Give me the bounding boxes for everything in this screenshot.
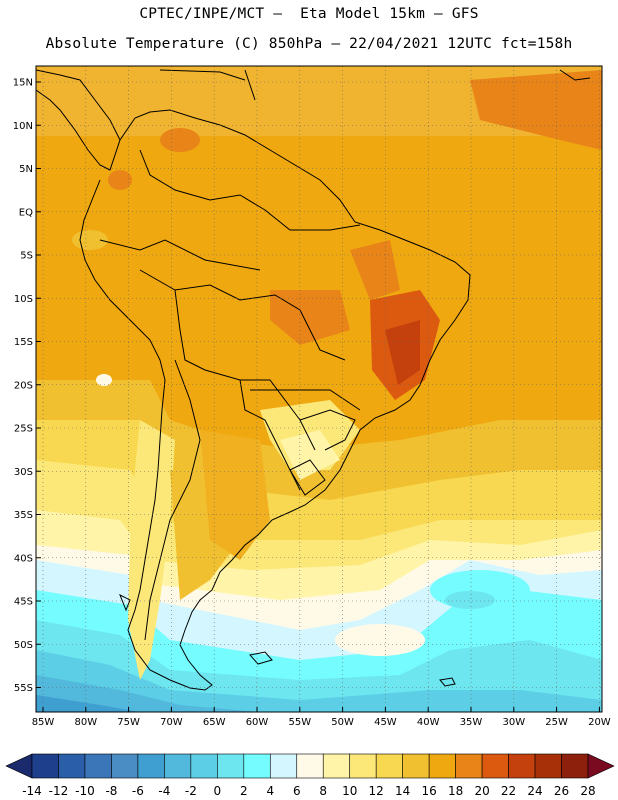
lon-tick-label: 80W bbox=[74, 717, 97, 728]
colorbar-label: -2 bbox=[185, 784, 197, 798]
lon-tick-label: 45W bbox=[374, 717, 397, 728]
colorbar-under-arrow bbox=[5, 753, 33, 779]
colorbar-swatch bbox=[428, 753, 456, 779]
lat-tick-label: 10S bbox=[14, 294, 33, 305]
colorbar-swatch bbox=[375, 753, 403, 779]
latitude-axis: 15N 10N 5N EQ 5S 10S 15S 20S 25S 30S 35S 40S 45S 50S 5… bbox=[13, 78, 41, 694]
colorbar-label: 10 bbox=[342, 784, 357, 798]
lon-tick-label: 60W bbox=[246, 717, 269, 728]
colorbar-swatch bbox=[455, 753, 483, 779]
colorbar-label: -12 bbox=[49, 784, 69, 798]
lon-tick-label: 85W bbox=[32, 717, 55, 728]
lat-tick-label: 10N bbox=[13, 121, 33, 132]
colorbar-swatch bbox=[243, 753, 271, 779]
longitude-axis: 85W 80W 75W 70W 65W 60W 55W 50W 45W 40W 35W 30W 25W 2… bbox=[32, 707, 611, 728]
chart-title: CPTEC/INPE/MCT – Eta Model 15km – GFS bbox=[139, 6, 479, 22]
coastlines bbox=[36, 69, 591, 691]
colorbar-swatch bbox=[217, 753, 245, 779]
lon-tick-label: 25W bbox=[545, 717, 568, 728]
lat-tick-label: 20S bbox=[14, 380, 33, 391]
colorbar-label: 2 bbox=[240, 784, 248, 798]
chart-subtitle: Absolute Temperature (C) 850hPa – 22/04/… bbox=[45, 36, 573, 52]
colorbar-swatch bbox=[164, 753, 192, 779]
colorbar-swatch bbox=[84, 753, 112, 779]
lon-tick-label: 70W bbox=[160, 717, 183, 728]
colorbar-swatch bbox=[534, 753, 562, 779]
lat-tick-label: 30S bbox=[14, 467, 33, 478]
colorbar-label: 18 bbox=[448, 784, 463, 798]
colorbar-label: -14 bbox=[22, 784, 42, 798]
colorbar-label: -8 bbox=[105, 784, 117, 798]
colorbar-label: 24 bbox=[527, 784, 542, 798]
colorbar-label: 12 bbox=[369, 784, 384, 798]
lat-tick-label: 55S bbox=[14, 683, 33, 694]
colorbar-swatch bbox=[349, 753, 377, 779]
lon-tick-label: 40W bbox=[417, 717, 440, 728]
lat-tick-label: 45S bbox=[14, 597, 33, 608]
lat-tick-label: 15S bbox=[14, 337, 33, 348]
colorbar-label: 8 bbox=[319, 784, 327, 798]
lon-tick-label: 30W bbox=[502, 717, 525, 728]
lat-tick-label: 25S bbox=[14, 424, 33, 435]
colorbar-label: 14 bbox=[395, 784, 410, 798]
colorbar-swatch bbox=[508, 753, 536, 779]
temperature-field bbox=[36, 66, 602, 712]
colorbar-swatch bbox=[322, 753, 351, 779]
colorbar: -14 -12 -10 -8 -6 -4 -2 0 2 4 6 8 10 12 14 16 18 20 22 24 26… bbox=[5, 753, 615, 798]
colorbar-swatch bbox=[58, 753, 86, 779]
lon-tick-label: 50W bbox=[331, 717, 354, 728]
colorbar-label: 28 bbox=[580, 784, 595, 798]
colorbar-swatch bbox=[31, 753, 59, 779]
colorbar-swatch bbox=[561, 753, 589, 779]
colorbar-swatch bbox=[137, 753, 165, 779]
colorbar-label: 22 bbox=[501, 784, 516, 798]
lat-tick-label: EQ bbox=[19, 207, 33, 218]
colorbar-swatch bbox=[190, 753, 218, 779]
lon-tick-label: 75W bbox=[117, 717, 140, 728]
lat-tick-label: 35S bbox=[14, 510, 33, 521]
colorbar-label: 4 bbox=[266, 784, 274, 798]
lon-tick-label: 55W bbox=[288, 717, 311, 728]
map-frame bbox=[35, 65, 603, 713]
lat-tick-label: 40S bbox=[14, 553, 33, 564]
colorbar-swatch bbox=[402, 753, 430, 779]
colorbar-label: 16 bbox=[422, 784, 437, 798]
colorbar-swatch bbox=[481, 753, 509, 779]
colorbar-label: 6 bbox=[293, 784, 301, 798]
colorbar-label: -6 bbox=[132, 784, 144, 798]
lat-tick-label: 15N bbox=[13, 78, 33, 89]
colorbar-label: 20 bbox=[474, 784, 489, 798]
colorbar-swatch bbox=[111, 753, 139, 779]
colorbar-label: 26 bbox=[554, 784, 569, 798]
colorbar-over-arrow bbox=[587, 753, 615, 779]
lat-tick-label: 5N bbox=[19, 164, 33, 175]
lon-tick-label: 65W bbox=[203, 717, 226, 728]
colorbar-label: 0 bbox=[214, 784, 222, 798]
lon-tick-label: 35W bbox=[460, 717, 483, 728]
lat-tick-label: 50S bbox=[14, 640, 33, 651]
colorbar-swatch bbox=[269, 753, 298, 779]
colorbar-label: -4 bbox=[158, 784, 170, 798]
lon-tick-label: 20W bbox=[588, 717, 611, 728]
lat-tick-label: 5S bbox=[20, 251, 33, 262]
colorbar-swatch bbox=[296, 753, 324, 779]
colorbar-label: -10 bbox=[75, 784, 95, 798]
